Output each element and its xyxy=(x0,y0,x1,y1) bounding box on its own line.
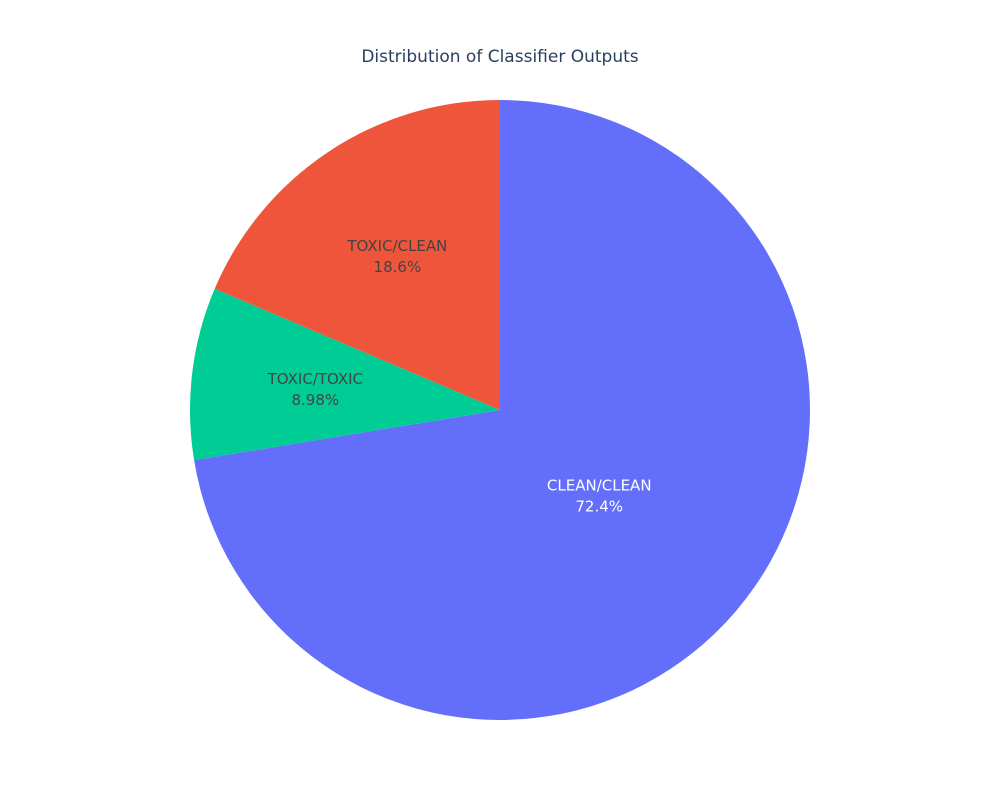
chart-title: Distribution of Classifier Outputs xyxy=(361,47,638,67)
slice-category-label: CLEAN/CLEAN xyxy=(547,476,652,494)
slice-percent-label: 8.98% xyxy=(292,391,340,409)
pie-slice-toxic-toxic[interactable] xyxy=(189,288,500,461)
pie-slice-toxic-clean[interactable] xyxy=(214,100,500,410)
pie-slice-clean-clean[interactable] xyxy=(194,100,810,720)
pie-slice-label-toxic-toxic: TOXIC/TOXIC 8.98% xyxy=(267,370,363,409)
pie-slices xyxy=(189,100,810,720)
pie-labels: CLEAN/CLEAN 72.4% TOXIC/TOXIC 8.98% TOXIC/CL… xyxy=(267,237,652,515)
slice-percent-label: 72.4% xyxy=(575,497,623,515)
slice-category-label: TOXIC/TOXIC xyxy=(267,370,363,388)
slice-category-label: TOXIC/CLEAN xyxy=(346,237,447,255)
pie-slice-label-clean-clean: CLEAN/CLEAN 72.4% xyxy=(547,476,652,515)
slice-percent-label: 18.6% xyxy=(374,258,422,276)
pie-slice-label-toxic-clean: TOXIC/CLEAN 18.6% xyxy=(346,237,447,276)
